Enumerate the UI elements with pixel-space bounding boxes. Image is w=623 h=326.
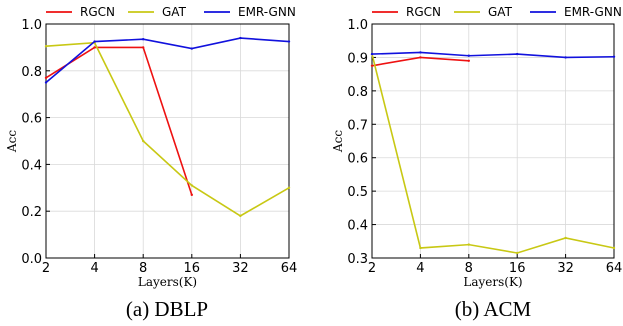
- data-point-gat: [190, 184, 193, 187]
- y-tick-label: 0.8: [21, 65, 42, 80]
- data-point-gat: [44, 45, 48, 48]
- data-point-emr-gnn: [516, 52, 519, 56]
- legend-label: EMR-GNN: [238, 5, 296, 19]
- chart-panel-acm: 2 4 8 16 32 64 0.3 0.4 0.5 0.6 0.7 0.8 0.9 1.0 Layers(…: [331, 5, 622, 321]
- x-tick-label: 16: [509, 261, 526, 276]
- x-tick-label: 32: [557, 261, 574, 276]
- y-tick-label: 0.3: [347, 252, 368, 267]
- y-tick-label: 0.4: [347, 219, 368, 234]
- y-tick-label: 0.7: [347, 118, 368, 133]
- series-line-gat: [371, 53, 615, 254]
- series-line-emr-gnn: [371, 51, 615, 59]
- x-tick-label: 4: [416, 261, 424, 276]
- panel-caption: (b) ACM: [455, 297, 532, 321]
- data-point-gat: [516, 251, 519, 255]
- legend-label: GAT: [488, 5, 513, 19]
- x-tick-label: 8: [465, 261, 473, 276]
- data-point-emr-gnn: [612, 55, 616, 58]
- data-point-emr-gnn: [44, 81, 48, 84]
- data-point-gat: [142, 139, 145, 143]
- y-axis-label: Acc: [5, 130, 19, 153]
- chart-panel-dblp: 2 4 8 16 32 64 0.0 0.2 0.4 0.6 0.8 1.0 Layers(K) Acc R…: [5, 5, 297, 321]
- x-tick-label: 4: [90, 261, 98, 276]
- x-tick-label: 64: [606, 261, 623, 276]
- data-point-emr-gnn: [190, 47, 193, 50]
- y-axis-label: Acc: [331, 130, 345, 153]
- data-point-rgcn: [44, 76, 48, 80]
- y-tick-label: 0.0: [21, 252, 42, 267]
- panel-caption: (a) DBLP: [126, 297, 208, 321]
- data-point-rgcn: [142, 46, 145, 49]
- data-point-emr-gnn: [370, 52, 374, 56]
- legend-label: EMR-GNN: [564, 5, 622, 19]
- data-point-emr-gnn: [287, 40, 291, 43]
- data-point-emr-gnn: [142, 38, 145, 41]
- data-point-emr-gnn: [419, 51, 422, 54]
- x-axis-label: Layers(K): [463, 275, 522, 289]
- x-tick-label: 2: [368, 261, 376, 276]
- y-tick-label: 1.0: [347, 18, 368, 33]
- data-point-emr-gnn: [564, 56, 567, 59]
- data-point-rgcn: [419, 56, 422, 59]
- y-tick-label: 0.5: [347, 185, 368, 200]
- x-tick-label: 32: [232, 261, 249, 276]
- y-tick-label: 1.0: [21, 18, 42, 33]
- data-point-gat: [564, 236, 567, 240]
- y-tick-label: 0.2: [21, 205, 42, 220]
- data-point-emr-gnn: [93, 40, 96, 43]
- legend: RGCN GAT EMR-GNN: [46, 5, 296, 19]
- legend-label: RGCN: [406, 5, 441, 19]
- data-point-rgcn: [370, 64, 374, 67]
- data-point-emr-gnn: [467, 54, 470, 57]
- x-tick-label: 2: [42, 261, 50, 276]
- plot-frame: [45, 23, 290, 259]
- data-point-rgcn: [93, 46, 96, 49]
- x-tick-label: 8: [139, 261, 147, 276]
- legend: RGCN GAT EMR-GNN: [372, 5, 622, 19]
- series-line-rgcn: [45, 46, 193, 196]
- data-point-gat: [419, 246, 422, 250]
- series-line-gat: [45, 41, 290, 217]
- x-axis-label: Layers(K): [138, 275, 197, 289]
- y-tick-label: 0.6: [21, 112, 42, 127]
- y-tick-label: 0.8: [347, 85, 368, 100]
- data-point-rgcn: [467, 59, 470, 62]
- data-point-rgcn: [190, 193, 193, 197]
- legend-label: GAT: [162, 5, 187, 19]
- plot-frame: [371, 23, 615, 259]
- y-tick-label: 0.6: [347, 152, 368, 167]
- x-tick-label: 16: [184, 261, 201, 276]
- legend-label: RGCN: [80, 5, 115, 19]
- data-point-emr-gnn: [239, 36, 242, 40]
- data-point-gat: [612, 246, 616, 250]
- y-tick-label: 0.9: [347, 51, 368, 66]
- x-tick-label: 64: [281, 261, 298, 276]
- data-point-gat: [467, 243, 470, 246]
- series-line-emr-gnn: [45, 37, 290, 84]
- data-point-gat: [287, 186, 291, 189]
- data-point-gat: [239, 214, 242, 218]
- y-tick-label: 0.4: [21, 158, 42, 173]
